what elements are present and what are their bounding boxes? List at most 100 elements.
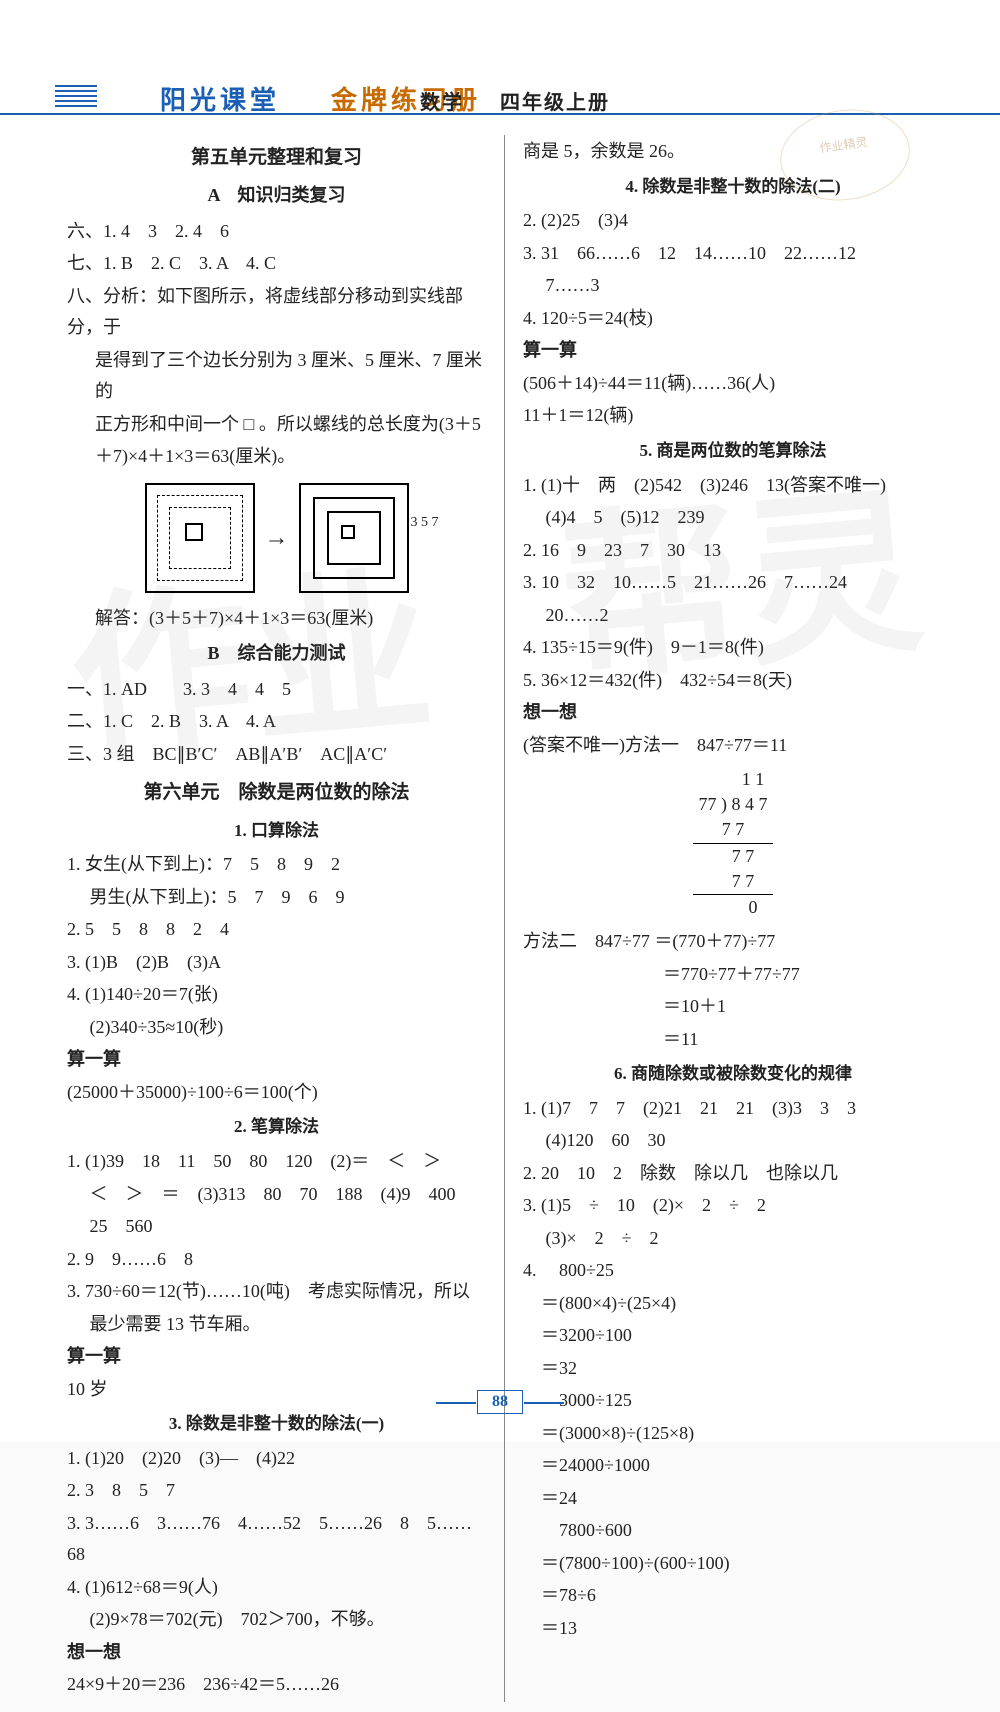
answer-line: 2. 20 10 2 除数 除以几 也除以几 xyxy=(523,1158,943,1190)
subject: 数学 xyxy=(420,92,464,114)
answer-line: 7800÷600 xyxy=(523,1515,943,1547)
answer-line: 商是 5，余数是 26。 xyxy=(523,136,943,168)
answer-line: 正方形和中间一个 □ 。所以螺线的总长度为(3＋5 xyxy=(67,409,486,441)
figure-left xyxy=(145,483,255,593)
part-b-title: B 综合能力测试 xyxy=(67,638,486,670)
brand-blue: 阳光课堂 xyxy=(160,86,280,115)
page-number: 88 xyxy=(477,1390,523,1414)
answer-line: ＋7)×4＋1×3＝63(厘米)。 xyxy=(67,441,486,473)
answer-line: (答案不唯一)方法一 847÷77＝11 xyxy=(523,730,943,762)
header-decoration xyxy=(55,85,97,107)
answer-line: 24×9＋20＝236 236÷42＝5……26 xyxy=(67,1669,486,1701)
spiral-figure: → 3 5 7 xyxy=(67,483,486,593)
answer-line: 3. 3……6 3……76 4……52 5……26 8 5……68 xyxy=(67,1508,486,1571)
calc-quotient: 1 1 xyxy=(523,767,943,792)
answer-line: ＝32 xyxy=(523,1353,943,1385)
header-subtitle: 数学 四年级上册 xyxy=(420,86,610,115)
calc-heading: 算一算 xyxy=(67,1341,486,1373)
section-5-title: 第五单元整理和复习 xyxy=(67,141,486,174)
answer-line: 2. 3 8 5 7 xyxy=(67,1475,486,1507)
calc-row: 7 7 xyxy=(693,869,773,895)
page-footer: 88 xyxy=(0,1390,1000,1414)
answer-line: 男生(从下到上)：5 7 9 6 9 xyxy=(67,882,486,914)
answer-line: 1. 女生(从下到上)：7 5 8 9 2 xyxy=(67,849,486,881)
answer-line: 4. (1)612÷68＝9(人) xyxy=(67,1572,486,1604)
page: 阳光课堂 金牌练习册 数学 四年级上册 作业精灵 作业 帮灵 第五单元整理和复习… xyxy=(0,0,1000,1442)
right-column: 商是 5，余数是 26。 4. 除数是非整十数的除法(二) 2. (2)25 (… xyxy=(505,135,955,1702)
answer-line: 2. 5 5 8 8 2 4 xyxy=(67,914,486,946)
answer-line: 1. (1)39 18 11 50 80 120 (2)＝ ＜ ＞ xyxy=(67,1146,486,1178)
answer-line: 1. (1)20 (2)20 (3)— (4)22 xyxy=(67,1443,486,1475)
left-column: 第五单元整理和复习 A 知识归类复习 六、1. 4 3 2. 4 6 七、1. … xyxy=(55,135,505,1702)
answer-line: (4)4 5 (5)12 239 xyxy=(523,502,943,534)
calc-heading: 算一算 xyxy=(67,1044,486,1076)
calc-row: 7 7 xyxy=(693,817,773,843)
answer-line: 一、1. AD 3. 3 4 4 5 xyxy=(67,674,486,706)
answer-line: ＝10＋1 xyxy=(523,991,943,1023)
answer-line: 七、1. B 2. C 3. A 4. C xyxy=(67,248,486,280)
sub-6-6: 6. 商随除数或被除数变化的规律 xyxy=(523,1059,943,1089)
answer-line: ＝78÷6 xyxy=(523,1580,943,1612)
answer-line: 1. (1)十 两 (2)542 (3)246 13(答案不唯一) xyxy=(523,470,943,502)
answer-line: 2. 9 9……6 8 xyxy=(67,1244,486,1276)
calc-divisor: 77 ) 8 4 7 xyxy=(523,792,943,817)
calc-heading: 算一算 xyxy=(523,335,943,367)
think-heading: 想一想 xyxy=(67,1637,486,1669)
answer-line: 三、3 组 BC∥B′C′ AB∥A′B′ AC∥A′C′ xyxy=(67,739,486,771)
long-division: 1 1 77 ) 8 4 7 7 7 7 7 7 7 0 xyxy=(523,767,943,920)
answer-line: (2)340÷35≈10(秒) xyxy=(67,1012,486,1044)
answer-line: 八、分析：如下图所示，将虚线部分移动到实线部分，于 xyxy=(67,281,486,344)
answer-line: 11＋1＝12(辆) xyxy=(523,400,943,432)
answer-line: 3. 10 32 10……5 21……26 7……24 xyxy=(523,567,943,599)
answer-line: 3. 31 66……6 12 14……10 22……12 xyxy=(523,238,943,270)
answer-line: (2)9×78＝702(元) 702＞700，不够。 xyxy=(67,1604,486,1636)
answer-line: ＝(7800÷100)÷(600÷100) xyxy=(523,1548,943,1580)
answer-line: ＝13 xyxy=(523,1613,943,1645)
answer-line: ＝(3000×8)÷(125×8) xyxy=(523,1418,943,1450)
answer-line: 六、1. 4 3 2. 4 6 xyxy=(67,216,486,248)
answer-line: ＝3200÷100 xyxy=(523,1320,943,1352)
sub-6-2: 2. 笔算除法 xyxy=(67,1112,486,1142)
answer-line: 4. 800÷25 xyxy=(523,1255,943,1287)
answer-line: 最少需要 13 节车厢。 xyxy=(67,1309,486,1341)
answer-line: (25000＋35000)÷100÷6＝100(个) xyxy=(67,1077,486,1109)
answer-line: 20……2 xyxy=(523,600,943,632)
answer-line: 方法二 847÷77 ＝(770＋77)÷77 xyxy=(523,926,943,958)
answer-line: (506＋14)÷44＝11(辆)……36(人) xyxy=(523,368,943,400)
sub-6-5: 5. 商是两位数的笔算除法 xyxy=(523,436,943,466)
answer-line: ＝24 xyxy=(523,1483,943,1515)
answer-line: 解答：(3＋5＋7)×4＋1×3＝63(厘米) xyxy=(67,603,486,635)
grade: 四年级上册 xyxy=(500,92,610,114)
answer-line: (3)× 2 ÷ 2 xyxy=(523,1223,943,1255)
answer-line: ＝11 xyxy=(523,1024,943,1056)
answer-line: (4)120 60 30 xyxy=(523,1125,943,1157)
think-heading: 想一想 xyxy=(523,697,943,729)
answer-line: 5. 36×12＝432(件) 432÷54＝8(天) xyxy=(523,665,943,697)
arrow-icon: → xyxy=(265,517,289,559)
answer-line: 1. (1)7 7 7 (2)21 21 21 (3)3 3 3 xyxy=(523,1093,943,1125)
section-6-title: 第六单元 除数是两位数的除法 xyxy=(67,776,486,809)
answer-line: 3. (1)5 ÷ 10 (2)× 2 ÷ 2 xyxy=(523,1190,943,1222)
answer-line: 二、1. C 2. B 3. A 4. A xyxy=(67,706,486,738)
answer-line: ＜ ＞ ＝ (3)313 80 70 188 (4)9 400 xyxy=(67,1179,486,1211)
answer-line: 2. 16 9 23 7 30 13 xyxy=(523,535,943,567)
figure-right: 3 5 7 xyxy=(299,483,409,593)
sub-6-1: 1. 口算除法 xyxy=(67,816,486,846)
answer-line: 3. 730÷60＝12(节)……10(吨) 考虑实际情况，所以 xyxy=(67,1276,486,1308)
answer-line: ＝(800×4)÷(25×4) xyxy=(523,1288,943,1320)
answer-line: 2. (2)25 (3)4 xyxy=(523,205,943,237)
answer-line: 3. (1)B (2)B (3)A xyxy=(67,947,486,979)
answer-line: 4. 135÷15＝9(件) 9－1＝8(件) xyxy=(523,632,943,664)
part-a-title: A 知识归类复习 xyxy=(67,180,486,212)
answer-line: 25 560 xyxy=(67,1211,486,1243)
page-header: 阳光课堂 金牌练习册 数学 四年级上册 xyxy=(0,0,1000,115)
answer-line: 7……3 xyxy=(523,270,943,302)
sub-6-4: 4. 除数是非整十数的除法(二) xyxy=(523,172,943,202)
answer-line: 是得到了三个边长分别为 3 厘米、5 厘米、7 厘米的 xyxy=(67,345,486,408)
answer-line: 4. 120÷5＝24(枝) xyxy=(523,303,943,335)
answer-line: 4. (1)140÷20＝7(张) xyxy=(67,979,486,1011)
answer-line: ＝770÷77＋77÷77 xyxy=(523,959,943,991)
answer-line: ＝24000÷1000 xyxy=(523,1450,943,1482)
dim-labels: 3 5 7 xyxy=(411,515,439,530)
calc-row: 0 xyxy=(709,895,758,920)
